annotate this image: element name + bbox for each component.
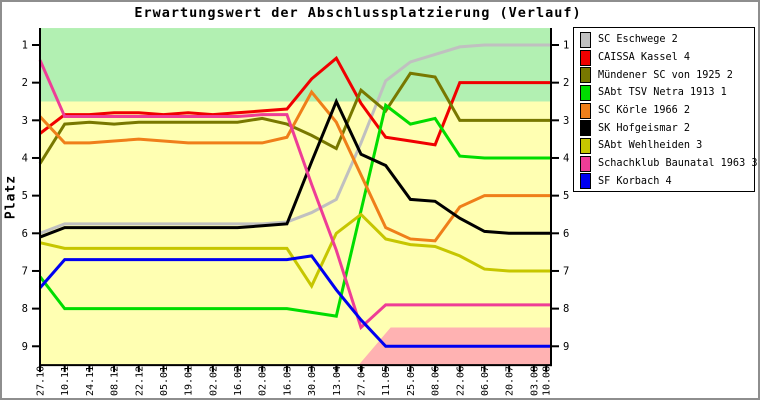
legend-color-swatch: [580, 49, 591, 66]
y-tick-label: 6: [22, 228, 28, 240]
x-tick-label: 05.01: [159, 366, 170, 396]
legend-color-swatch: [580, 155, 591, 172]
y-tick-label-right: 2: [563, 77, 569, 89]
legend-color-swatch: [580, 67, 591, 84]
legend-label: Mündener SC von 1925 2: [598, 69, 733, 81]
y-tick-label-right: 4: [563, 152, 569, 164]
legend-item-sf-korbach-4: SF Korbach 4: [574, 173, 754, 191]
series-line-sc-k-rle-1966-2: [38, 89, 551, 243]
series-line-sabt-tsv-netra-1913-1: [38, 102, 551, 318]
y-tick-label-right: 7: [563, 265, 569, 277]
neutral-zone-band: [40, 101, 551, 366]
y-tick-label: 4: [22, 152, 28, 164]
legend-label: SC Körle 1966 2: [598, 105, 691, 117]
legend-label: SC Eschwege 2: [598, 34, 678, 46]
x-tick-label: 25.05: [406, 366, 417, 396]
x-tick-label: 24.11: [85, 366, 96, 396]
legend-label: SF Korbach 4: [598, 175, 672, 187]
x-tick-label: 27.10: [36, 366, 47, 396]
y-tick-label: 9: [22, 341, 28, 353]
x-tick-label: 16.02: [233, 366, 244, 396]
x-tick-label: 22.06: [455, 366, 466, 396]
legend-color-swatch: [580, 173, 591, 190]
x-tick-label: 19.01: [184, 366, 195, 396]
x-tick-label: 13.04: [332, 366, 343, 396]
x-tick-label: 22.12: [134, 366, 145, 396]
legend-item-sk-hofgeismar-2: SK Hofgeismar 2: [574, 119, 754, 137]
chart-title: Erwartungswert der Abschlussplatzierung …: [134, 5, 582, 21]
legend-item-schachklub-baunatal-1963-3: Schachklub Baunatal 1963 3: [574, 155, 758, 173]
x-tick-label: 06.07: [480, 366, 491, 396]
y-tick-label: 8: [22, 303, 28, 315]
x-tick-label: 10.08: [542, 366, 553, 396]
y-tick-label: 3: [22, 115, 28, 127]
x-tick-label: 10.11: [60, 366, 71, 396]
series-line-sf-korbach-4: [38, 254, 551, 348]
x-tick-label: 02.03: [258, 366, 269, 396]
series-line-sabt-wehlheiden-3: [39, 212, 551, 290]
y-tick-label-right: 8: [563, 303, 569, 315]
legend-label: CAISSA Kassel 4: [598, 52, 691, 64]
y-tick-label: 1: [22, 40, 28, 52]
legend-item-sc-k-rle-1966-2: SC Körle 1966 2: [574, 102, 754, 120]
x-tick-label: 16.03: [282, 366, 293, 396]
legend-box: SC Eschwege 2 CAISSA Kassel 4 Mündener SC …: [573, 27, 758, 192]
legend-color-swatch: [580, 84, 591, 101]
y-tick-label: 2: [22, 77, 28, 89]
x-tick-label: 08.06: [431, 366, 442, 396]
x-tick-label: 11.05: [381, 366, 392, 396]
legend-label: SK Hofgeismar 2: [598, 122, 691, 134]
y-tick-label: 5: [22, 190, 28, 202]
legend-color-swatch: [580, 31, 591, 48]
series-line-schachklub-baunatal-1963-3: [38, 59, 551, 331]
legend-color-swatch: [580, 102, 591, 119]
y-tick-label-right: 5: [563, 190, 569, 202]
series-line-sc-eschwege-2: [39, 43, 551, 235]
x-tick-label: 02.02: [208, 366, 219, 396]
x-tick-label: 27.04: [357, 366, 368, 396]
y-tick-label: 7: [22, 265, 28, 277]
series-line-m-ndener-sc-von-1925-2: [38, 71, 551, 165]
x-tick-label: 08.12: [110, 366, 121, 396]
legend-label: SAbt Wehlheiden 3: [598, 140, 703, 152]
legend-label: SAbt TSV Netra 1913 1: [598, 87, 727, 99]
legend-label: Schachklub Baunatal 1963 3: [598, 158, 758, 170]
legend-color-swatch: [580, 120, 591, 137]
x-tick-label: 30.03: [307, 366, 318, 396]
series-line-sk-hofgeismar-2: [39, 97, 551, 239]
y-tick-label-right: 3: [563, 115, 569, 127]
y-tick-label-right: 1: [563, 40, 569, 52]
legend-item-caissa-kassel-4: CAISSA Kassel 4: [574, 49, 754, 67]
y-tick-label-right: 6: [563, 228, 569, 240]
legend-item-sabt-tsv-netra-1913-1: SAbt TSV Netra 1913 1: [574, 84, 754, 102]
promotion-zone-band: [40, 28, 551, 102]
y-tick-label-right: 9: [563, 341, 569, 353]
series-line-caissa-kassel-4: [39, 55, 551, 147]
legend-item-sabt-wehlheiden-3: SAbt Wehlheiden 3: [574, 137, 754, 155]
legend-item-m-ndener-sc-von-1925-2: Mündener SC von 1925 2: [574, 66, 754, 84]
legend-item-sc-eschwege-2: SC Eschwege 2: [574, 31, 754, 49]
x-tick-label: 03.08: [529, 366, 540, 396]
y-axis-title: Platz: [3, 174, 19, 220]
legend-color-swatch: [580, 137, 591, 154]
x-tick-label: 20.07: [505, 366, 516, 396]
